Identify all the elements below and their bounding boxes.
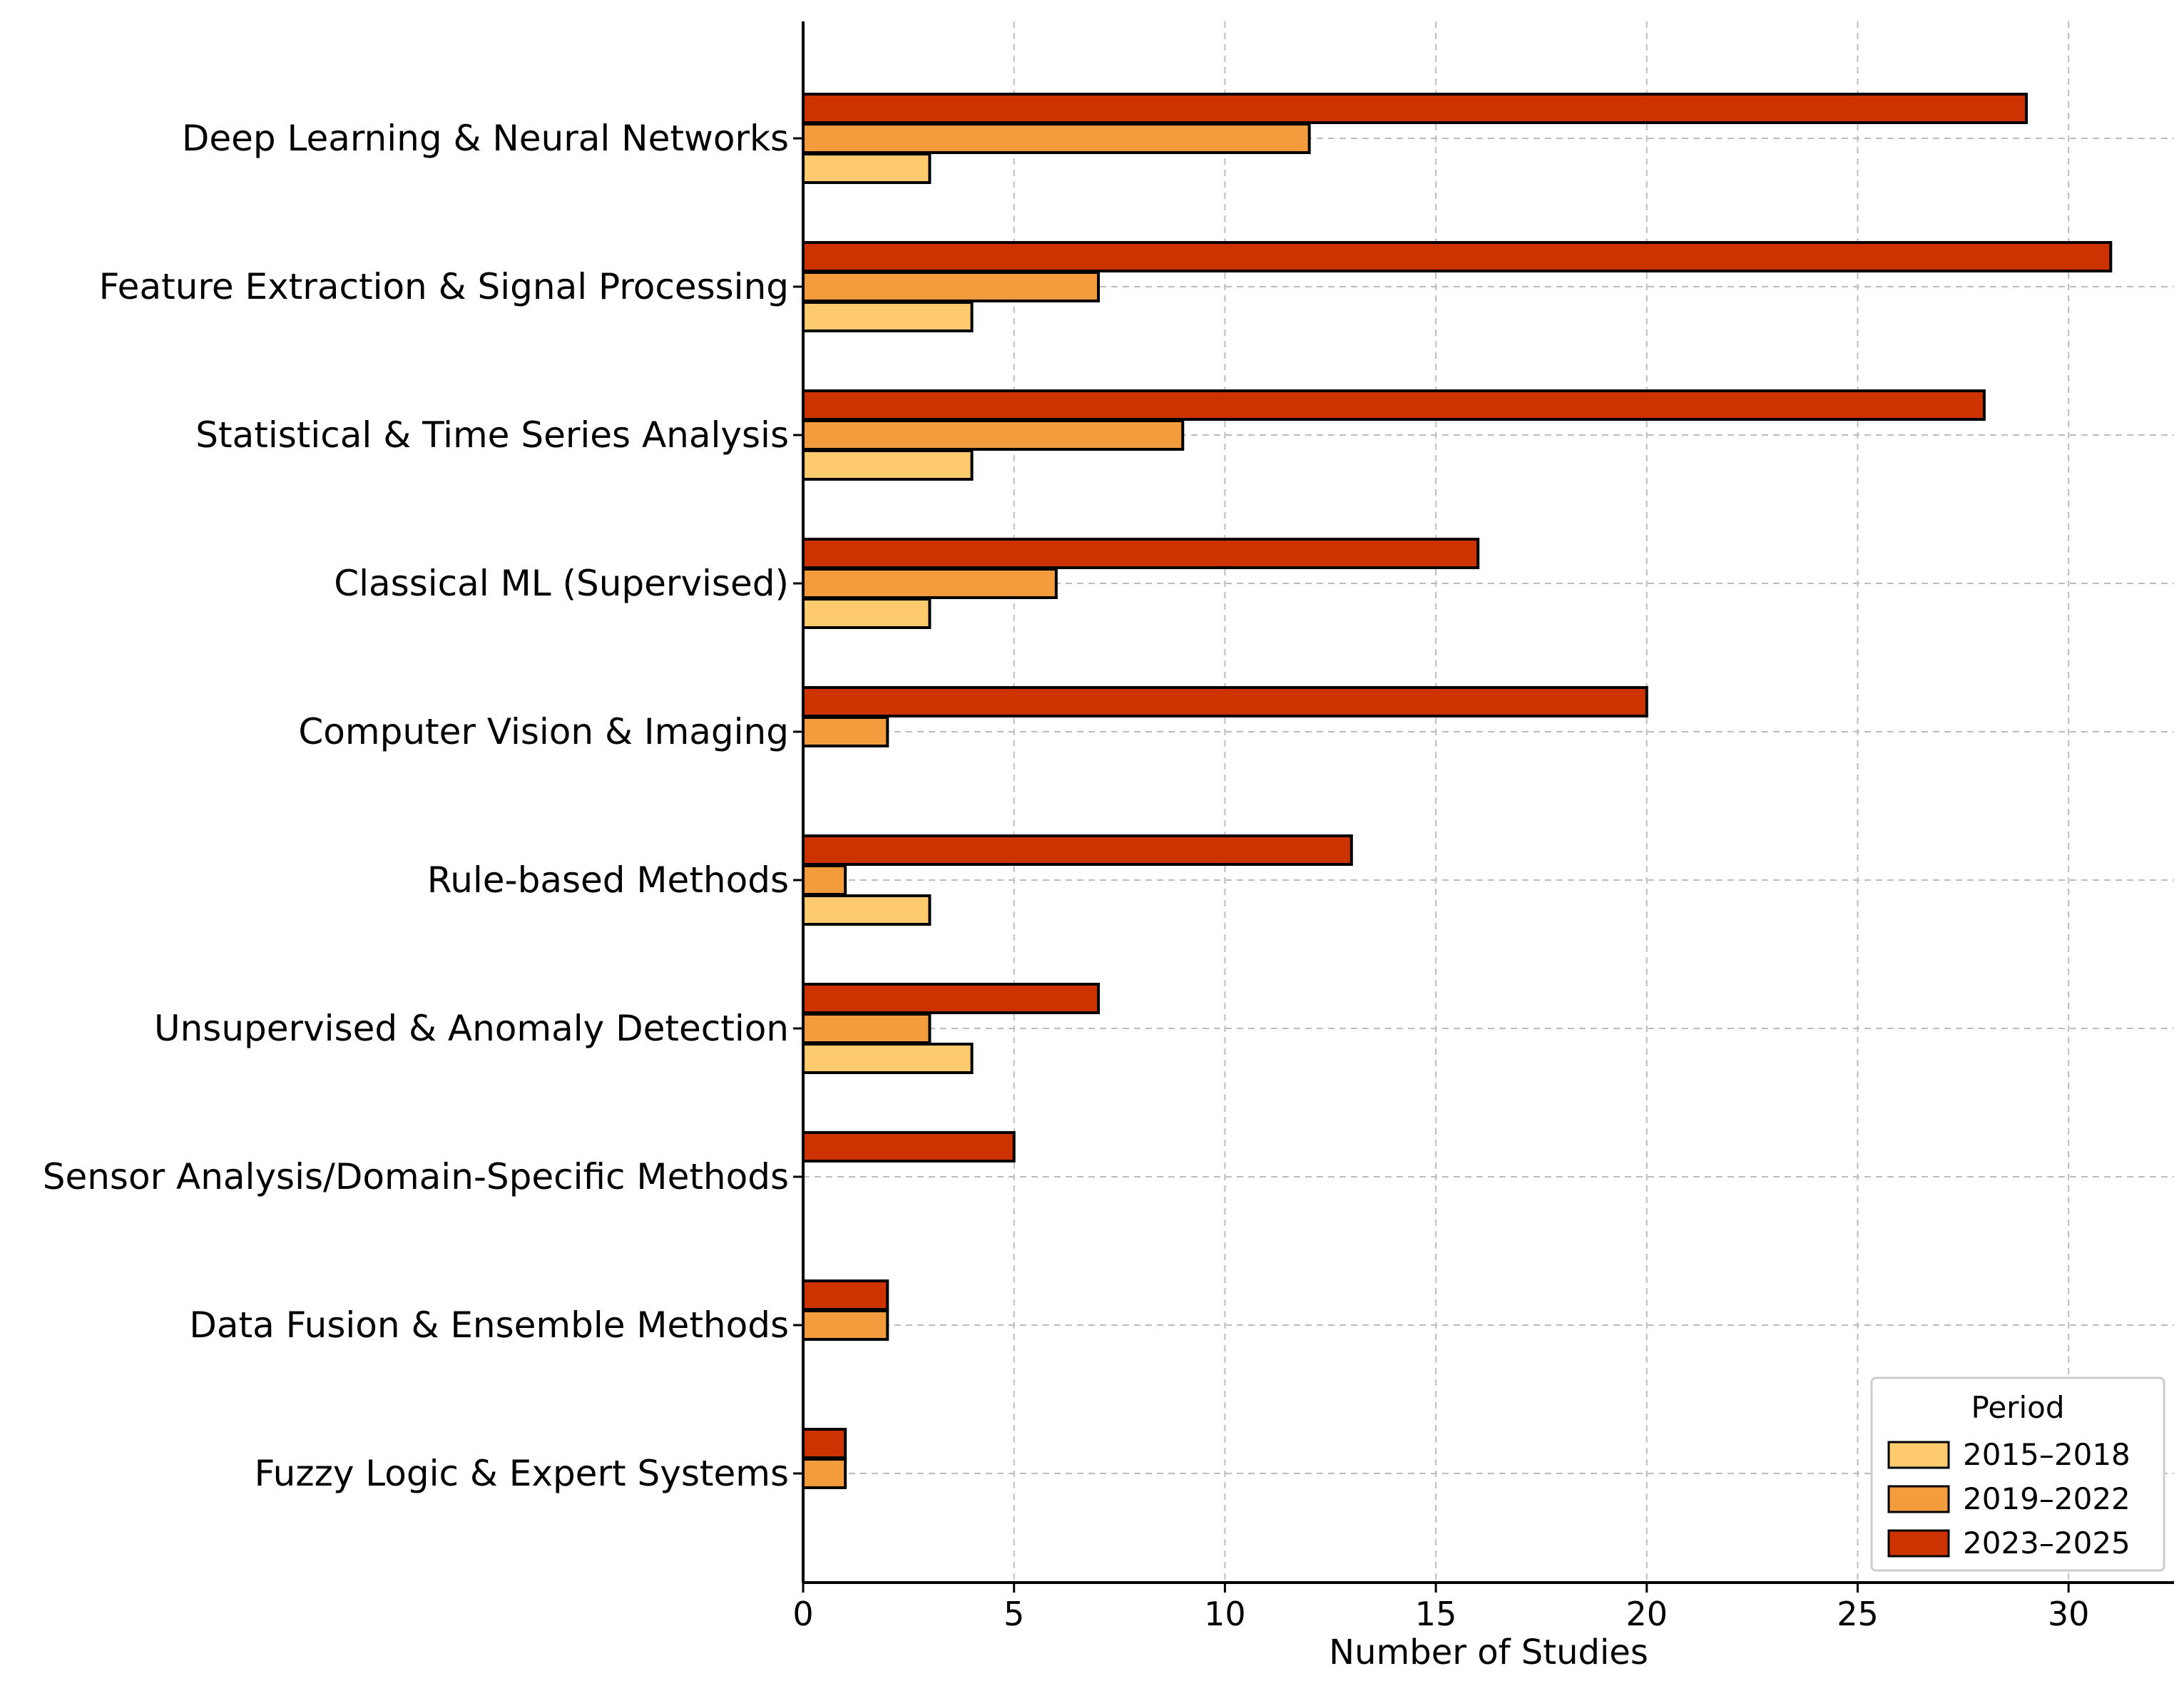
bar-2015–2018-6	[802, 1043, 974, 1074]
x-tick-label: 20	[1626, 1595, 1668, 1633]
legend-title: Period	[1971, 1390, 2065, 1425]
bars-layer	[802, 93, 2113, 1489]
bar-2023–2025-9	[802, 1428, 847, 1459]
bar-2015–2018-3	[802, 598, 932, 629]
legend-label-2023–2025: 2023–2025	[1963, 1526, 2131, 1560]
bar-2023–2025-8	[802, 1279, 889, 1311]
bar-2015–2018-5	[802, 894, 932, 926]
x-tick-label: 25	[1837, 1595, 1879, 1633]
bar-2015–2018-2	[802, 449, 974, 481]
bar-2019–2022-3	[802, 568, 1058, 599]
bar-2015–2018-1	[802, 301, 974, 332]
bar-2023–2025-0	[802, 93, 2029, 124]
bar-2023–2025-3	[802, 538, 1480, 569]
category-label: Data Fusion & Ensemble Methods	[189, 1304, 789, 1346]
x-tick-label: 30	[2048, 1595, 2090, 1633]
legend-items: 2015–2018 2019–2022 2023–2025	[1887, 1437, 2131, 1560]
bar-2019–2022-5	[802, 864, 847, 896]
bar-2023–2025-4	[802, 686, 1648, 717]
legend: Period 2015–2018 2019–2022 2023–2025	[1870, 1376, 2165, 1572]
bar-2019–2022-0	[802, 123, 1311, 154]
bar-2023–2025-7	[802, 1131, 1016, 1163]
category-label: Statistical & Time Series Analysis	[195, 414, 789, 456]
x-tick-label: 5	[1004, 1595, 1024, 1633]
legend-swatch-2023–2025	[1887, 1529, 1950, 1558]
legend-swatch-2015–2018	[1887, 1441, 1950, 1469]
category-label: Classical ML (Supervised)	[334, 563, 789, 604]
legend-swatch-2019–2022	[1887, 1485, 1950, 1513]
x-axis-label: Number of Studies	[1329, 1633, 1648, 1672]
bar-2023–2025-2	[802, 389, 1986, 421]
bar-2019–2022-9	[802, 1458, 847, 1489]
ticks-layer: 0 5 10 15 20 25 30	[792, 137, 2090, 1633]
category-label: Feature Extraction & Signal Processing	[99, 266, 789, 307]
bar-2015–2018-0	[802, 153, 932, 184]
bar-2019–2022-6	[802, 1013, 932, 1044]
x-tick-label: 15	[1415, 1595, 1457, 1633]
category-label: Sensor Analysis/Domain-Specific Methods	[43, 1156, 789, 1197]
category-label: Deep Learning & Neural Networks	[182, 118, 789, 159]
bar-2019–2022-8	[802, 1309, 889, 1341]
category-label: Rule-based Methods	[427, 859, 789, 901]
bar-2019–2022-1	[802, 271, 1100, 302]
category-label: Fuzzy Logic & Expert Systems	[255, 1453, 789, 1494]
bar-2023–2025-6	[802, 983, 1100, 1014]
x-tick-label: 0	[792, 1595, 813, 1633]
x-tick-label: 10	[1204, 1595, 1246, 1633]
category-label: Unsupervised & Anomaly Detection	[154, 1008, 789, 1049]
legend-box	[1870, 1376, 2165, 1572]
bar-2019–2022-4	[802, 716, 889, 747]
bar-2019–2022-2	[802, 419, 1185, 451]
legend-label-2015–2018: 2015–2018	[1963, 1437, 2131, 1472]
bar-2023–2025-5	[802, 834, 1353, 866]
category-label: Computer Vision & Imaging	[298, 711, 789, 752]
legend-label-2019–2022: 2019–2022	[1963, 1481, 2131, 1516]
bar-2023–2025-1	[802, 241, 2113, 272]
category-labels: Deep Learning & Neural Networks Feature E…	[43, 118, 789, 1494]
